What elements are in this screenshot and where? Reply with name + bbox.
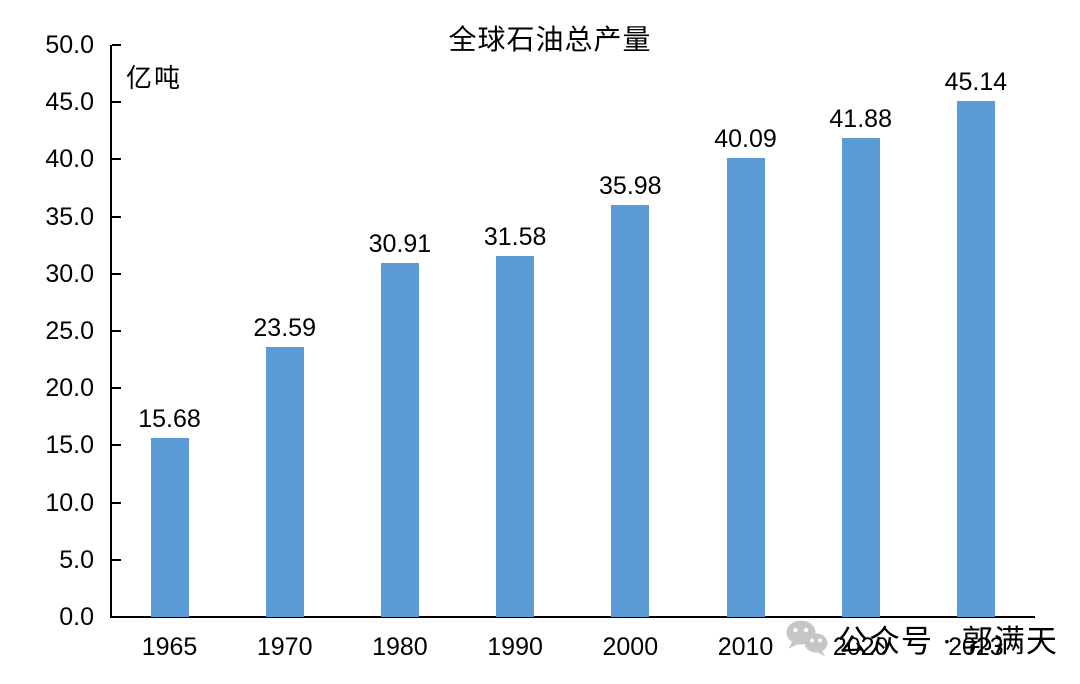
y-axis-unit-label: 亿吨 <box>126 64 183 93</box>
y-tick-label: 5.0 <box>59 545 94 574</box>
watermark: 公众号 · 郭满天 <box>784 616 1058 661</box>
y-tick-mark <box>112 272 121 275</box>
bar-value-label: 23.59 <box>253 314 316 343</box>
y-tick-mark <box>112 444 121 447</box>
y-axis-line <box>110 45 112 617</box>
x-axis-line <box>110 616 1035 618</box>
bar-value-label: 40.09 <box>714 125 777 154</box>
y-tick-label: 15.0 <box>45 431 94 460</box>
y-tick-mark <box>112 44 121 46</box>
bar-value-label: 45.14 <box>944 67 1008 96</box>
bar-2010 <box>726 158 765 617</box>
y-tick-mark <box>112 101 121 104</box>
y-tick-mark <box>112 387 121 390</box>
bar-value-label: 35.98 <box>599 172 662 201</box>
bar-1990 <box>496 255 535 617</box>
y-tick-label: 50.0 <box>45 31 94 59</box>
watermark-text: 公众号 · 郭满天 <box>837 624 1058 659</box>
bar-2023 <box>956 100 995 617</box>
x-tick-label: 2000 <box>602 633 659 661</box>
y-tick-label: 20.0 <box>45 374 94 403</box>
x-tick-label: 2020 <box>832 633 889 661</box>
y-tick-mark <box>112 616 121 618</box>
y-tick-label: 40.0 <box>45 145 94 174</box>
y-tick-mark <box>112 330 121 332</box>
x-tick-label: 1970 <box>256 633 313 661</box>
y-tick-mark <box>112 215 121 218</box>
bar-2020 <box>841 137 880 617</box>
x-tick-label: 1980 <box>372 633 428 661</box>
y-tick-mark <box>112 158 121 161</box>
x-tick-label: 2010 <box>717 633 774 661</box>
bar-1980 <box>380 263 419 617</box>
y-tick-mark <box>112 501 121 504</box>
bar-value-label: 15.68 <box>138 404 201 433</box>
x-tick-label: 2023 <box>948 633 1004 661</box>
bar-2000 <box>611 205 650 617</box>
x-tick-label: 1965 <box>141 633 198 661</box>
y-tick-label: 35.0 <box>45 202 94 231</box>
y-tick-label: 25.0 <box>45 317 94 345</box>
bar-value-label: 31.58 <box>483 222 547 251</box>
y-tick-label: 30.0 <box>45 259 94 288</box>
bar-1970 <box>265 347 304 617</box>
chart-title: 全球石油总产量 <box>448 25 652 56</box>
bar-value-label: 30.91 <box>368 230 432 259</box>
x-tick-label: 1990 <box>487 633 543 661</box>
y-tick-label: 10.0 <box>45 488 94 517</box>
bar-1965 <box>150 437 189 617</box>
wechat-icon <box>786 620 828 656</box>
y-tick-label: 0.0 <box>59 603 94 631</box>
y-tick-mark <box>112 558 121 561</box>
y-tick-label: 45.0 <box>45 88 94 117</box>
bar-value-label: 41.88 <box>829 104 892 133</box>
